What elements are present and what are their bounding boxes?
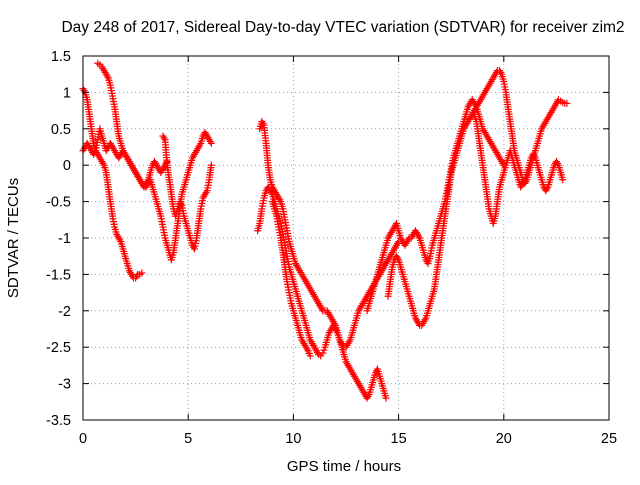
- x-tick-label: 0: [79, 431, 87, 447]
- y-tick-label: 0: [63, 158, 71, 174]
- data-point-arc-e: [382, 394, 390, 402]
- y-tick-label: -3: [58, 377, 71, 393]
- axis-ticks: 0 5 10 15 20 25 1.5 1 0.5 0 -0.5 -1 -1.5 -2 -2.5 -3 -3.5: [46, 49, 617, 447]
- data-point-arc-a: [138, 269, 146, 277]
- y-tick-label: 1: [63, 85, 71, 101]
- data-point-arc-i: [563, 99, 571, 107]
- data-point-arc-j: [559, 176, 567, 184]
- y-tick-label: 0.5: [51, 122, 71, 138]
- y-tick-label: -2.5: [46, 340, 71, 356]
- y-tick-label: 1.5: [51, 49, 71, 65]
- y-tick-label: -1: [58, 231, 71, 247]
- y-tick-label: -2: [58, 304, 71, 320]
- chart-title: Day 248 of 2017, Sidereal Day-to-day VTE…: [61, 19, 624, 36]
- data-point-arc-c: [207, 139, 215, 147]
- y-axis-label: SDTVAR / TECUs: [5, 178, 22, 298]
- y-tick-label: -3.5: [46, 413, 71, 429]
- x-tick-label: 25: [601, 431, 617, 447]
- x-tick-label: 15: [391, 431, 407, 447]
- y-tick-label: -1.5: [46, 267, 71, 283]
- x-axis-label: GPS time / hours: [287, 458, 401, 475]
- grid: [83, 56, 609, 420]
- data-point-arc-g: [306, 352, 314, 360]
- x-tick-label: 10: [285, 431, 301, 447]
- y-tick-label: -0.5: [46, 195, 71, 211]
- data-point-arc-d: [207, 161, 215, 169]
- x-tick-label: 20: [496, 431, 512, 447]
- x-tick-label: 5: [184, 431, 192, 447]
